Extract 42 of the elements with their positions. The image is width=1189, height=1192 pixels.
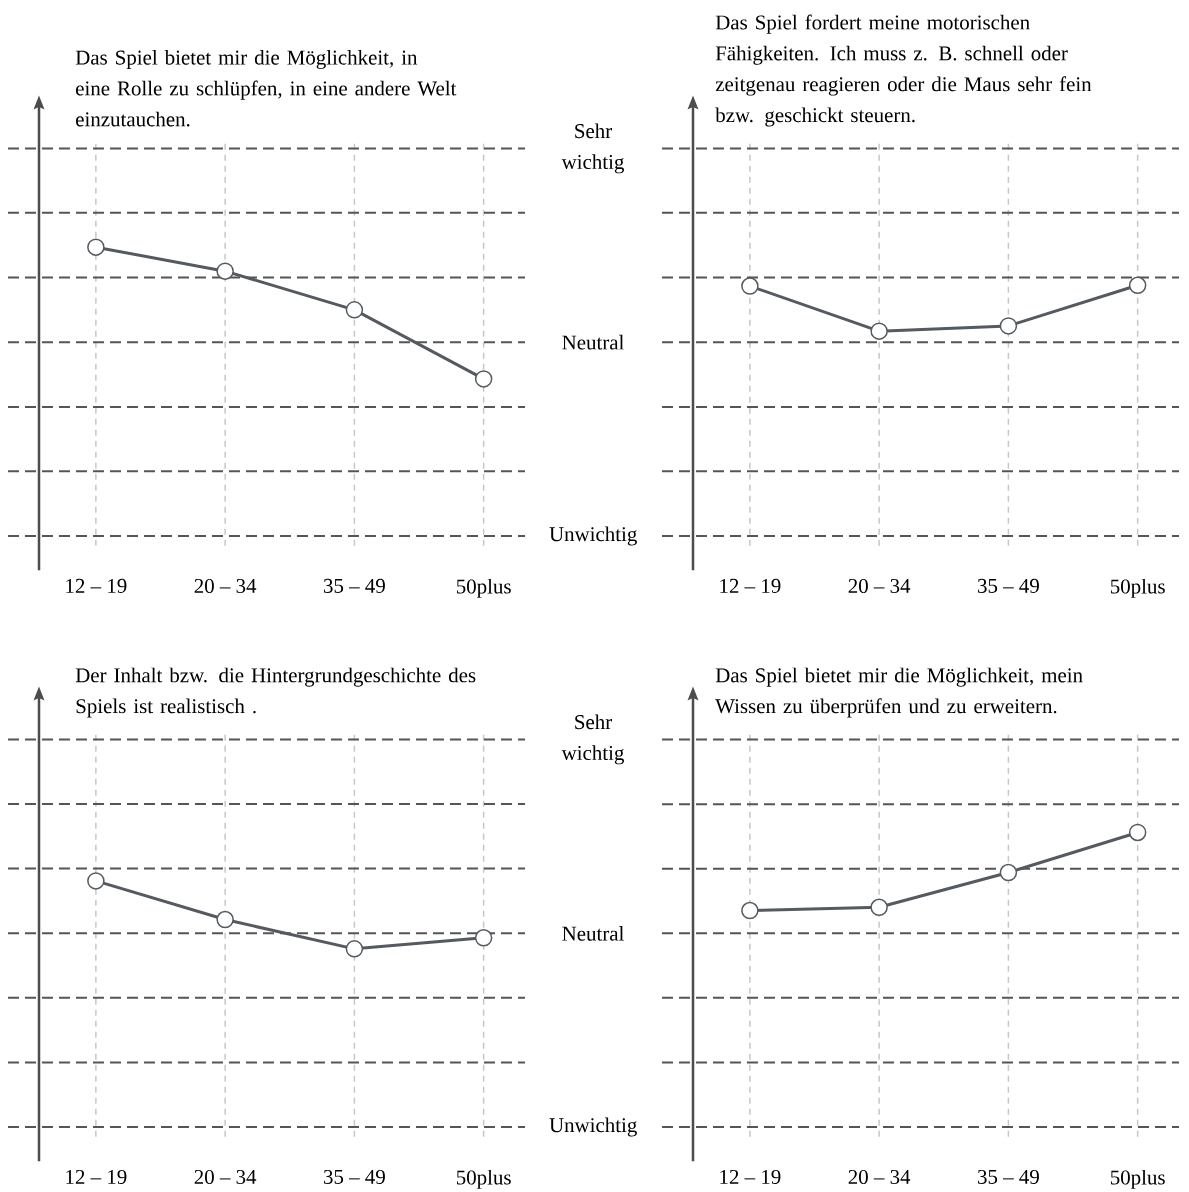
x-tick-label: 35 – 49	[978, 1169, 1039, 1184]
x-tick-label: 35 – 49	[324, 578, 385, 593]
point	[1128, 276, 1147, 295]
point	[741, 901, 759, 920]
x-tick-label: 50plus	[456, 1169, 511, 1189]
x-tick-label: 50plus	[1110, 1169, 1165, 1189]
chart-title: Das Spiel bietet mir die Möglichkeit, mein Wissen zu überprüfen und zu erweitern.	[715, 667, 1083, 718]
x-tick-label: 50plus	[1110, 578, 1165, 598]
x-tick-label: 12 – 19	[720, 578, 781, 593]
ref-line-label: Neutral	[562, 334, 624, 350]
chart-title: Das Spiel fordert meine motorischen Fähigkeiten. Ich muss z. B. schnell oder zeitgenau reagieren oder die Maus sehr fein bzw. geschickt steuern.	[715, 14, 1092, 127]
point	[474, 370, 493, 388]
x-tick-label: 20 – 34	[194, 1169, 257, 1185]
point	[216, 910, 234, 929]
x-tick-label: 50plus	[456, 578, 511, 598]
point	[87, 872, 105, 890]
point	[741, 277, 759, 295]
point	[87, 238, 105, 256]
x-tick-label: 20 – 34	[848, 578, 911, 593]
chart-title: Der Inhalt bzw. die Hintergrundgeschichte des Spiels ist realistisch .	[75, 667, 476, 718]
x-tick-label: 20 – 34	[194, 578, 257, 593]
x-tick-label: 35 – 49	[324, 1169, 385, 1184]
ref-line-label: Unwichtig	[549, 526, 637, 546]
point	[216, 262, 234, 280]
ref-line-label: Sehr wichtig	[561, 123, 624, 174]
x-tick-label: 12 – 19	[66, 1169, 127, 1184]
point	[345, 301, 364, 319]
point	[870, 898, 888, 917]
point	[999, 863, 1018, 882]
ref-line-label: Unwichtig	[549, 1117, 637, 1137]
ref-line-label: Sehr wichtig	[561, 714, 624, 765]
point	[870, 322, 888, 340]
x-tick-label: 12 – 19	[66, 578, 127, 593]
x-tick-label: 20 – 34	[848, 1169, 911, 1185]
point	[345, 940, 364, 958]
point	[999, 317, 1018, 335]
point	[1128, 823, 1147, 842]
x-tick-label: 35 – 49	[978, 578, 1039, 593]
chart-title: Das Spiel bietet mir die Möglichkeit, in eine Rolle zu schlüpfen, in eine andere Welt einzutauchen.	[75, 49, 457, 127]
point	[474, 929, 493, 947]
ref-line-label: Neutral	[562, 925, 624, 941]
x-tick-label: 12 – 19	[720, 1169, 781, 1184]
